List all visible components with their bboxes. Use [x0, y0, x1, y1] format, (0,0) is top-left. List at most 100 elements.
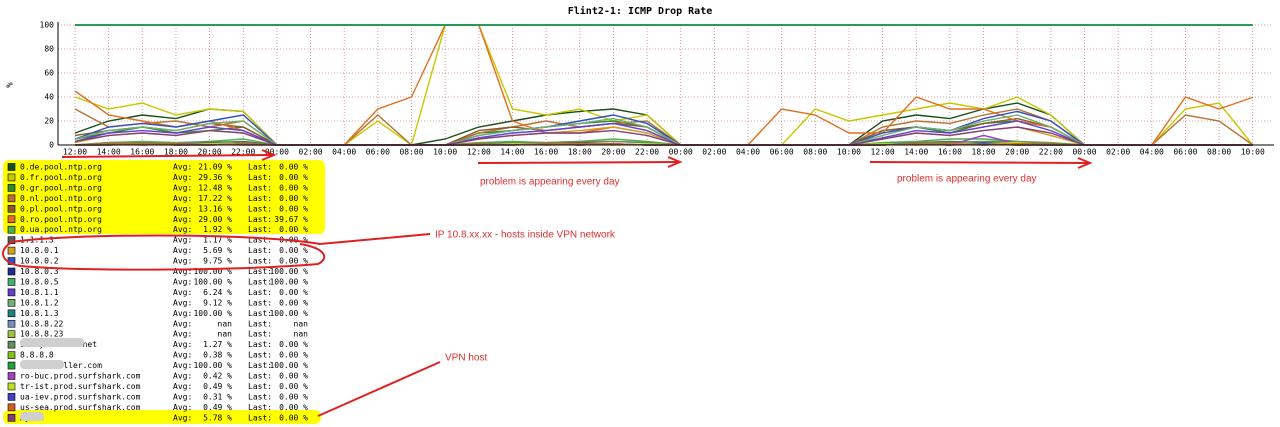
legend-name: 0.nl.pool.ntp.org — [20, 194, 102, 203]
legend-last-label: Last: — [248, 163, 272, 172]
legend-last-label: Last: — [248, 204, 272, 213]
legend-last: 0.00 % — [279, 298, 308, 307]
legend-last-label: Last: — [248, 173, 272, 182]
legend-swatch — [7, 194, 16, 203]
x-tick-label: 12:00 — [63, 148, 87, 157]
x-tick-label: 00:00 — [265, 148, 289, 157]
legend-last: nan — [294, 330, 309, 339]
legend-last-label: Last: — [248, 330, 272, 339]
y-tick-label: 0 — [49, 141, 54, 150]
legend-avg: 0.38 % — [203, 351, 232, 360]
x-tick-label: 12:00 — [871, 148, 895, 157]
legend-avg: 9.75 % — [203, 257, 232, 266]
legend-avg-label: Avg: — [173, 246, 192, 255]
x-tick-label: 10:00 — [1241, 148, 1265, 157]
legend-last-label: Last: — [248, 309, 272, 318]
legend-last: 0.00 % — [279, 246, 308, 255]
legend-avg: 0.49 % — [203, 382, 232, 391]
legend-name: ro-buc.prod.surfshark.com — [20, 372, 141, 381]
x-tick-label: 16:00 — [534, 148, 558, 157]
legend-avg-label: Avg: — [173, 194, 192, 203]
x-tick-label: 16:00 — [938, 148, 962, 157]
legend-last-label: Last: — [248, 403, 272, 412]
legend-last: 0.00 % — [279, 372, 308, 381]
legend-last: 0.00 % — [279, 288, 308, 297]
axis-labels: 0 20 40 60 80 100 12:00 14:00 16:00 18:00 20:00 22:… — [40, 21, 1265, 157]
x-tick-label: 08:00 — [803, 148, 827, 157]
legend-name: 10.8.0.3 — [20, 267, 59, 276]
legend-last-label: Last: — [248, 340, 272, 349]
legend-avg-label: Avg: — [173, 361, 192, 370]
legend-swatch — [7, 205, 16, 213]
legend-avg: 1.17 % — [203, 236, 232, 245]
legend-last-label: Last: — [248, 246, 272, 255]
legend-swatch — [7, 278, 16, 286]
legend-name: ua-iev.prod.surfshark.com — [20, 392, 141, 401]
legend-swatch — [7, 403, 16, 412]
legend-avg-label: Avg: — [173, 204, 192, 213]
legend-swatch — [7, 299, 16, 307]
legend-swatch — [7, 173, 16, 182]
legend-last: 0.00 % — [279, 194, 308, 203]
legend-avg-label: Avg: — [173, 319, 192, 328]
legend-avg: 1.27 % — [203, 340, 232, 349]
legend-avg: 0.49 % — [203, 403, 232, 412]
legend-avg-label: Avg: — [173, 382, 192, 391]
x-tick-label: 14:00 — [500, 148, 524, 157]
arrow — [61, 154, 273, 158]
highlight — [3, 410, 321, 424]
legend-avg: nan — [218, 319, 233, 328]
x-tick-label: 02:00 — [299, 148, 323, 157]
legend-name: 10.8.1.2 — [20, 298, 59, 307]
legend-last-label: Last: — [248, 288, 272, 297]
legend-swatch — [7, 382, 16, 391]
legend-last-label: Last: — [248, 298, 272, 307]
legend-name: 0.fr.pool.ntp.org — [20, 173, 102, 182]
legend-last-label: Last: — [248, 215, 272, 224]
legend-name: 10.8.1.3 — [20, 309, 59, 318]
legend-avg-label: Avg: — [173, 163, 192, 172]
legend-last: 0.00 % — [279, 173, 308, 182]
legend-last-label: Last: — [248, 267, 272, 276]
x-tick-label: 20:00 — [1005, 148, 1029, 157]
legend-swatch — [7, 413, 16, 422]
legend-avg-label: Avg: — [173, 215, 192, 224]
legend-name: 0.ua.pool.ntp.org — [20, 225, 102, 234]
legend-swatch — [7, 361, 16, 370]
legend-avg-label: Avg: — [173, 340, 192, 349]
legend-swatch — [7, 215, 16, 224]
redactions — [20, 338, 84, 421]
legend-last: 0.00 % — [279, 382, 308, 391]
legend-last-label: Last: — [248, 277, 272, 286]
annotation: IP 10.8.xx.xx - hosts inside VPN network — [435, 230, 616, 241]
series-line — [74, 110, 1253, 146]
legend-avg-label: Avg: — [173, 257, 192, 266]
annotation: problem is appearing every day — [897, 174, 1037, 185]
legend-last-label: Last: — [248, 382, 272, 391]
redaction — [20, 412, 44, 421]
legend-avg-label: Avg: — [173, 351, 192, 360]
legend-avg: 17.22 % — [198, 194, 232, 203]
legend-avg: 13.16 % — [198, 204, 232, 213]
arrow-head — [261, 149, 277, 161]
legend-avg-label: Avg: — [173, 372, 192, 381]
legend-last: 0.00 % — [279, 163, 308, 172]
y-tick-label: 60 — [44, 69, 54, 78]
x-tick-label: 04:00 — [1140, 148, 1164, 157]
x-tick-label: 14:00 — [97, 148, 121, 157]
ellipse — [2, 233, 431, 271]
legend-last: 0.00 % — [279, 204, 308, 213]
legend-avg: 29.36 % — [198, 173, 232, 182]
annotation: VPN host — [445, 353, 487, 364]
legend-avg-label: Avg: — [173, 277, 192, 286]
legend-last-label: Last: — [248, 392, 272, 401]
y-axis-label: % — [6, 82, 16, 88]
legend-name: 0.ro.pool.ntp.org — [20, 215, 102, 224]
legend-name: 8.8.8.8 — [20, 351, 54, 360]
legend-name: 0.pl.pool.ntp.org — [20, 204, 102, 213]
legend-swatch — [7, 236, 16, 244]
series-line — [74, 126, 1253, 146]
legend-avg: nan — [218, 330, 233, 339]
